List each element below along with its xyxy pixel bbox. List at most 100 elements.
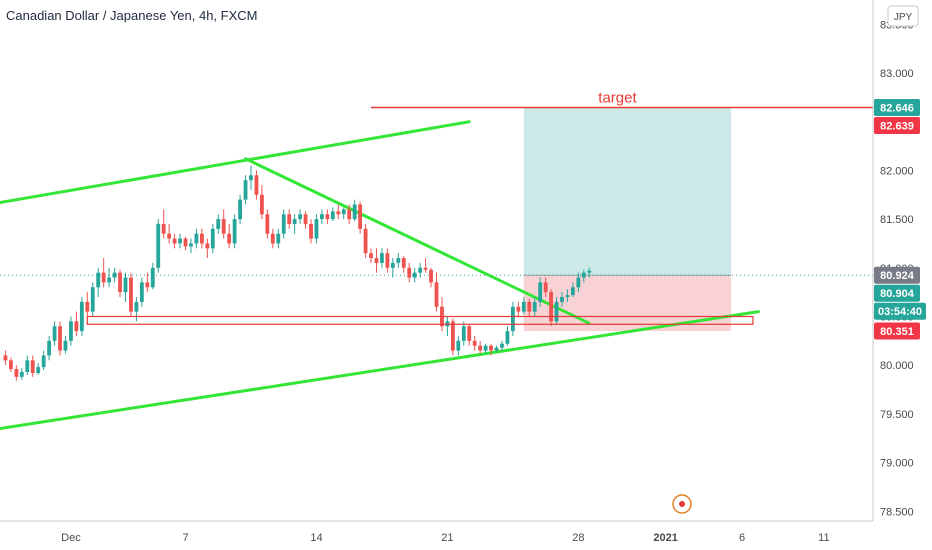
candle-body: [396, 258, 401, 263]
candle-body: [325, 214, 330, 220]
price-tick-label: 80.000: [880, 360, 914, 372]
candle-body: [101, 272, 106, 283]
candle-body: [69, 321, 73, 341]
candle-body: [352, 204, 357, 220]
candle-body: [123, 277, 128, 293]
time-tick-label: 2021: [653, 532, 677, 544]
candle-body: [472, 340, 477, 346]
time-tick-label: Dec: [61, 532, 81, 544]
time-tick-label: 14: [310, 532, 322, 544]
candle-body: [254, 175, 259, 195]
candle-body: [199, 233, 204, 244]
candle-body: [336, 211, 341, 215]
candle-body: [330, 211, 335, 220]
candle-body: [429, 269, 433, 283]
candle-body: [189, 243, 193, 247]
candle-body: [178, 238, 182, 244]
candle-body: [36, 367, 41, 373]
candle-body: [107, 277, 112, 283]
candle-body: [3, 355, 8, 361]
candle-body: [412, 272, 417, 278]
overlay: target: [86, 90, 873, 514]
candle-body: [374, 258, 379, 263]
price-tick-label: 81.500: [880, 214, 914, 226]
candle-body: [309, 223, 313, 239]
channel-lower-line: [0, 310, 760, 430]
candle-body: [363, 228, 368, 254]
candle-body: [238, 199, 242, 220]
price-tag-label: 80.904: [880, 288, 915, 300]
candle-body: [281, 214, 286, 234]
candle-body: [63, 340, 68, 351]
wedge-top-line: [244, 157, 591, 325]
channel-upper-line: [0, 120, 471, 205]
time-tick-label: 6: [739, 532, 745, 544]
price-tick-label: 83.000: [880, 68, 914, 80]
candle-body: [538, 282, 543, 302]
candle-body: [554, 301, 559, 322]
candle-body: [156, 223, 161, 268]
price-tag-label: 82.639: [880, 121, 914, 133]
candle-body: [161, 223, 166, 234]
price-tag: [874, 284, 920, 302]
candle-body: [243, 180, 248, 200]
time-axis[interactable]: [0, 521, 932, 550]
candle-body: [303, 214, 308, 224]
price-tag: [874, 117, 920, 135]
position-zones: [0, 107, 873, 332]
event-marker-dot: [679, 501, 686, 507]
candle-body: [210, 228, 215, 249]
candle-body: [298, 214, 303, 220]
countdown-tag: [874, 302, 926, 320]
countdown-label: 03:54:40: [878, 306, 922, 318]
candle-body: [58, 326, 62, 351]
candle-body: [19, 372, 24, 377]
time-tick-label: 21: [441, 532, 453, 544]
candle-body: [194, 233, 199, 244]
candle-body: [516, 306, 521, 312]
time-tick-label: 7: [182, 532, 188, 544]
candle-body: [461, 326, 466, 341]
candle-body: [576, 277, 581, 288]
candle-body: [450, 321, 455, 351]
candle-body: [172, 238, 177, 244]
candle-body: [259, 194, 264, 215]
candle-body: [74, 321, 79, 332]
support-zone: [86, 315, 754, 325]
candle-body: [478, 345, 483, 351]
candle-body: [112, 272, 117, 278]
currency-badge[interactable]: [887, 5, 919, 27]
candle-body: [560, 297, 564, 302]
candle-body: [380, 253, 384, 263]
candle-body: [423, 267, 428, 270]
candle-body: [527, 301, 532, 312]
price-axis[interactable]: [873, 0, 932, 521]
price-tag-label: 80.351: [880, 326, 914, 338]
price-tick-label: 79.500: [880, 409, 914, 421]
candle-body: [401, 258, 406, 268]
time-tick-label: 28: [572, 532, 584, 544]
candle-body: [434, 282, 439, 307]
candle-body: [407, 267, 412, 278]
candle-body: [581, 272, 586, 278]
candle-body: [205, 243, 210, 249]
price-tag: [874, 99, 920, 117]
candle-body: [167, 233, 172, 239]
target-label: target: [598, 90, 637, 107]
price-tick-label: 82.000: [880, 165, 914, 177]
candle-body: [341, 209, 346, 215]
candle-body: [90, 287, 95, 312]
candle-body: [249, 175, 253, 181]
candle-body: [287, 214, 292, 224]
candle-body: [232, 219, 237, 244]
candle-body: [549, 292, 553, 322]
currency-label: JPY: [894, 12, 913, 23]
candle-body: [41, 355, 46, 368]
candle-body: [494, 347, 499, 351]
candle-body: [14, 369, 19, 377]
candle-body: [265, 214, 270, 234]
candle-body: [385, 253, 390, 268]
price-tags: 82.646 82.639 80.924 80.904 03:54:40 80.351: [874, 99, 926, 340]
candle-body: [358, 204, 363, 229]
